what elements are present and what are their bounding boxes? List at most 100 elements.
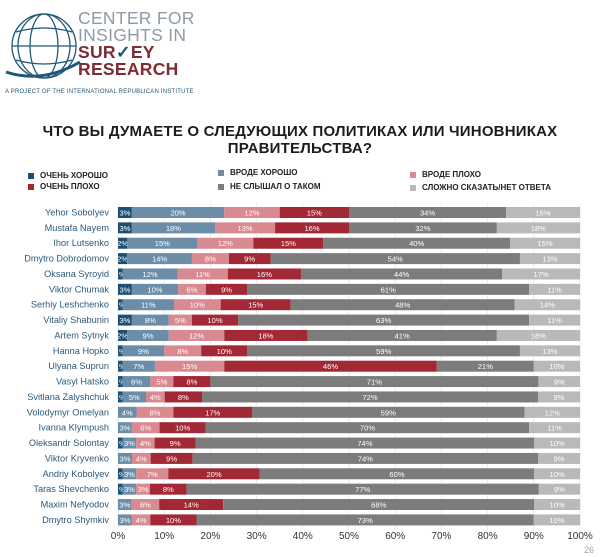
legend-label-somewhat-bad: ВРОДЕ ПЛОХО — [422, 170, 482, 179]
legend-label-very-good: ОЧЕНЬ ХОРОШО — [40, 171, 108, 180]
data-label: 10% — [550, 470, 565, 479]
row-label: Vitaliy Shabunin — [43, 315, 109, 325]
bar-segment-dont-know — [506, 207, 580, 218]
data-label: 59% — [381, 408, 396, 417]
bar-segment-somewhat-good — [131, 207, 225, 218]
data-label: 4% — [150, 393, 161, 402]
bar-segment-very-bad — [201, 345, 248, 357]
data-label: 41% — [395, 331, 410, 340]
data-label: 32% — [415, 224, 430, 233]
data-label: 17% — [534, 270, 549, 279]
data-label: 15% — [281, 239, 296, 248]
data-label: 17% — [205, 408, 220, 417]
data-label: 18% — [166, 224, 181, 233]
data-label: 12% — [218, 239, 233, 248]
data-label: 73% — [358, 516, 373, 525]
data-label: 4% — [136, 454, 147, 463]
bar-segment-somewhat-good — [118, 406, 137, 418]
data-label: 1% — [115, 470, 126, 479]
bar-segment-very-bad — [173, 406, 252, 418]
bar-segment-never-heard — [349, 222, 497, 234]
data-label: 7% — [147, 470, 158, 479]
bar-segment-somewhat-good — [131, 283, 179, 295]
bar-segment-very-good — [118, 237, 128, 249]
data-label: 10% — [175, 424, 190, 433]
question-title: ЧТО ВЫ ДУМАЕТЕ О СЛЕДУЮЩИХ ПОЛИТИКАХ ИЛИ… — [42, 123, 558, 157]
row-label: Oleksandr Solontay — [29, 438, 110, 448]
bar-segment-very-bad — [220, 299, 291, 311]
bar-segment-never-heard — [192, 452, 538, 464]
data-label: 5% — [156, 378, 167, 387]
bar-segment-very-bad — [191, 314, 239, 326]
bar-segment-somewhat-bad — [154, 360, 225, 372]
logo-text: CENTER FOR INSIGHTS IN SUR✓EY RESEARCH — [78, 9, 195, 78]
data-label: 10% — [190, 301, 205, 310]
legend-label-somewhat-good: ВРОДЕ ХОРОШО — [230, 168, 298, 177]
legend-swatch-very-bad — [28, 184, 34, 190]
data-label: 6% — [186, 285, 197, 294]
data-label: 10% — [147, 285, 162, 294]
x-tick-label: 90% — [524, 531, 544, 542]
data-label: 6% — [140, 501, 151, 510]
bar-segment-very-bad — [279, 207, 349, 218]
bar-segment-somewhat-good — [127, 329, 169, 341]
row-label: Ihor Lutsenko — [53, 238, 109, 248]
logo: CENTER FOR INSIGHTS IN SUR✓EY RESEARCH A… — [0, 0, 330, 100]
data-label: 77% — [355, 485, 370, 494]
bar-segment-very-bad — [173, 376, 211, 388]
data-label: 2% — [117, 331, 128, 340]
bar-segment-dont-know — [533, 514, 580, 526]
row-label: Taras Shevchenko — [33, 484, 109, 494]
row-label: Mustafa Nayem — [45, 223, 110, 233]
bar-segment-very-bad — [228, 253, 271, 265]
bar-segment-somewhat-bad — [136, 437, 155, 449]
data-label: 1% — [115, 393, 126, 402]
legend-label-dont-know: СЛОЖНО СКАЗАТЬ/НЕТ ОТВЕТА — [422, 183, 552, 192]
bar-segment-very-good — [118, 207, 132, 218]
data-label: 11% — [547, 316, 562, 325]
data-label: 3% — [119, 285, 130, 294]
bar-segment-very-good — [118, 437, 123, 449]
bar-segment-dont-know — [529, 314, 580, 326]
data-label: 15% — [248, 301, 263, 310]
checkmark-icon: ✓ — [115, 42, 131, 62]
bar-segment-never-heard — [251, 406, 525, 418]
page-number: 26 — [583, 545, 594, 555]
legend-swatch-very-good — [28, 173, 34, 179]
row-label: Viktor Kryvenko — [45, 453, 109, 463]
data-label: 59% — [376, 347, 391, 356]
data-label: 6% — [140, 424, 151, 433]
bar-segment-somewhat-good — [118, 499, 132, 511]
data-label: 20% — [206, 470, 221, 479]
data-label: 3% — [119, 224, 130, 233]
bar-segment-never-heard — [247, 345, 520, 357]
data-label: 74% — [358, 454, 373, 463]
bar-segment-dont-know — [524, 406, 580, 418]
bar-segment-very-bad — [150, 483, 187, 495]
data-label: 5% — [129, 393, 140, 402]
data-label: 18% — [531, 331, 546, 340]
data-label: 13% — [542, 255, 557, 264]
data-label: 1% — [115, 270, 126, 279]
data-label: 11% — [195, 270, 210, 279]
data-label: 18% — [531, 224, 546, 233]
x-tick-label: 20% — [200, 531, 220, 542]
data-label: 8% — [149, 408, 160, 417]
bar-segment-dont-know — [519, 345, 580, 357]
bar-segment-very-bad — [275, 222, 349, 234]
data-label: 3% — [120, 454, 131, 463]
bar-segment-somewhat-bad — [132, 452, 151, 464]
bar-segment-dont-know — [496, 329, 580, 341]
x-tick-label: 0% — [111, 531, 126, 542]
data-label: 34% — [420, 209, 435, 218]
bar-segment-very-bad — [253, 237, 324, 249]
globe-logo-icon — [5, 13, 81, 79]
bar-segment-somewhat-good — [122, 268, 178, 280]
bar-segment-somewhat-good — [122, 468, 137, 480]
bar-segment-dont-know — [519, 253, 580, 265]
data-label: 12% — [142, 270, 157, 279]
data-label: 9% — [143, 331, 154, 340]
bar-segment-never-heard — [290, 299, 515, 311]
bar-segment-never-heard — [349, 207, 507, 218]
data-label: 3% — [138, 485, 149, 494]
